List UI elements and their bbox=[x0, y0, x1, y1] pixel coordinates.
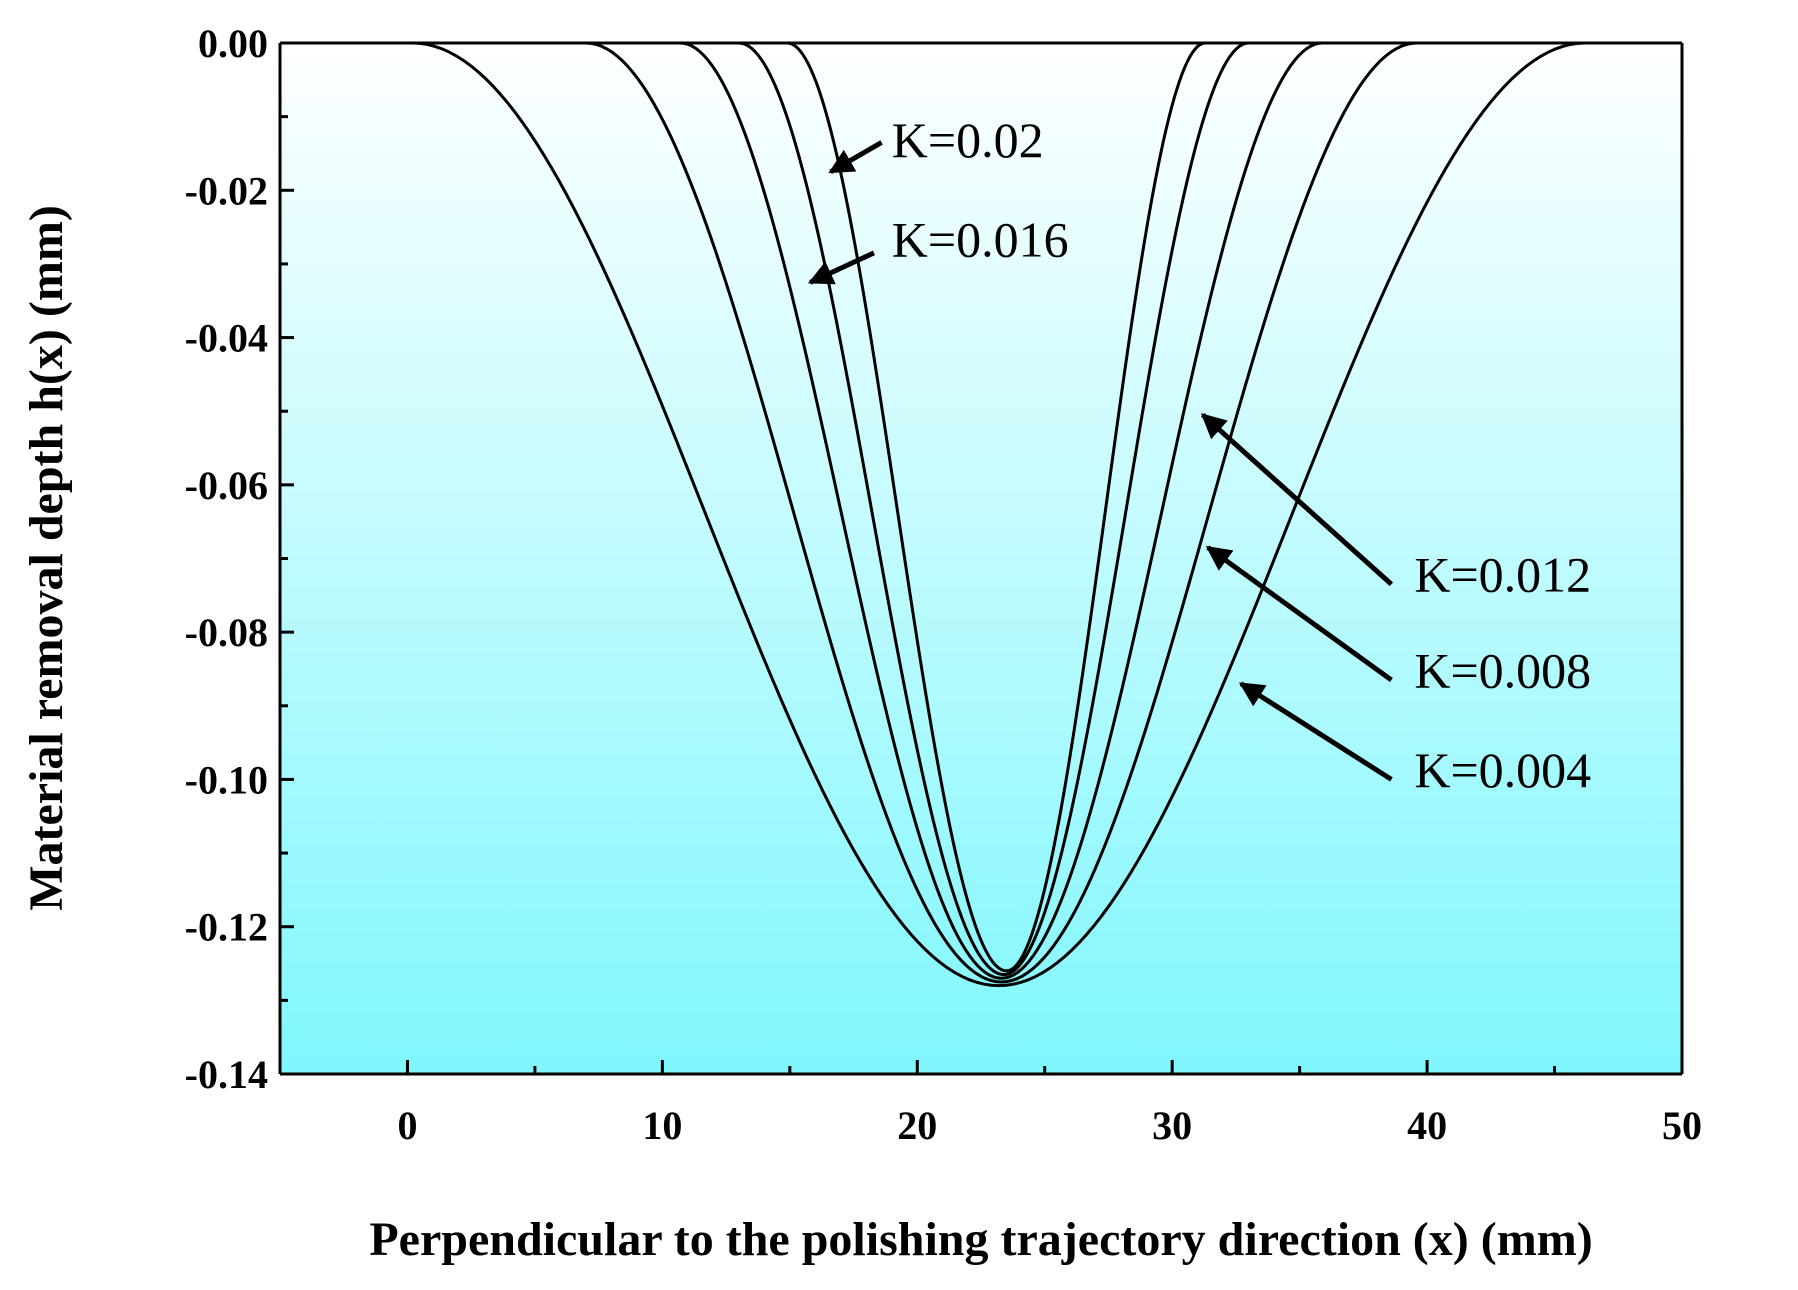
x-axis-title: Perpendicular to the polishing trajector… bbox=[369, 1213, 1592, 1266]
series-line bbox=[585, 41, 1417, 984]
annotation-label: K=0.012 bbox=[1414, 547, 1591, 603]
annotation-label: K=0.02 bbox=[892, 112, 1044, 168]
annotation-arrow bbox=[1205, 545, 1393, 683]
plot-background bbox=[280, 43, 1682, 1074]
y-tick-label: -0.12 bbox=[185, 905, 268, 950]
series-line bbox=[680, 41, 1323, 980]
x-tick-label: 10 bbox=[642, 1103, 682, 1148]
y-tick-label: -0.06 bbox=[185, 463, 268, 508]
annotation-arrow bbox=[1238, 681, 1393, 782]
annotation-label: K=0.008 bbox=[1414, 642, 1591, 698]
y-tick-label: -0.14 bbox=[185, 1052, 268, 1097]
annotation-arrow bbox=[1200, 413, 1394, 587]
y-axis-title: Material removal depth h(x) (mm) bbox=[20, 205, 73, 911]
y-tick-label: -0.10 bbox=[185, 757, 268, 802]
x-tick-label: 20 bbox=[897, 1103, 937, 1148]
series-line bbox=[787, 41, 1206, 973]
annotation-label: K=0.004 bbox=[1414, 742, 1591, 798]
annotation-label: K=0.016 bbox=[892, 212, 1069, 268]
series-curves bbox=[412, 41, 1586, 988]
y-tick-label: -0.04 bbox=[185, 316, 268, 361]
x-tick-label: 40 bbox=[1407, 1103, 1447, 1148]
x-tick-label: 50 bbox=[1662, 1103, 1702, 1148]
series-line bbox=[738, 41, 1249, 977]
x-tick-label: 30 bbox=[1152, 1103, 1192, 1148]
ticks: 0 10 20 30 40 50 0.00 -0.02 -0.04 -0.06 -0.08 -0.10… bbox=[185, 21, 1702, 1148]
annotations: K=0.02 K=0.016 K=0.012 K=0.008 K=0.004 bbox=[807, 112, 1591, 798]
x-tick-label: 0 bbox=[397, 1103, 417, 1148]
annotation-arrow bbox=[807, 250, 875, 285]
series-line bbox=[412, 41, 1586, 988]
y-tick-label: -0.02 bbox=[185, 168, 268, 213]
annotation-arrow bbox=[828, 140, 883, 175]
y-tick-label: -0.08 bbox=[185, 610, 268, 655]
y-tick-label: 0.00 bbox=[198, 21, 268, 66]
